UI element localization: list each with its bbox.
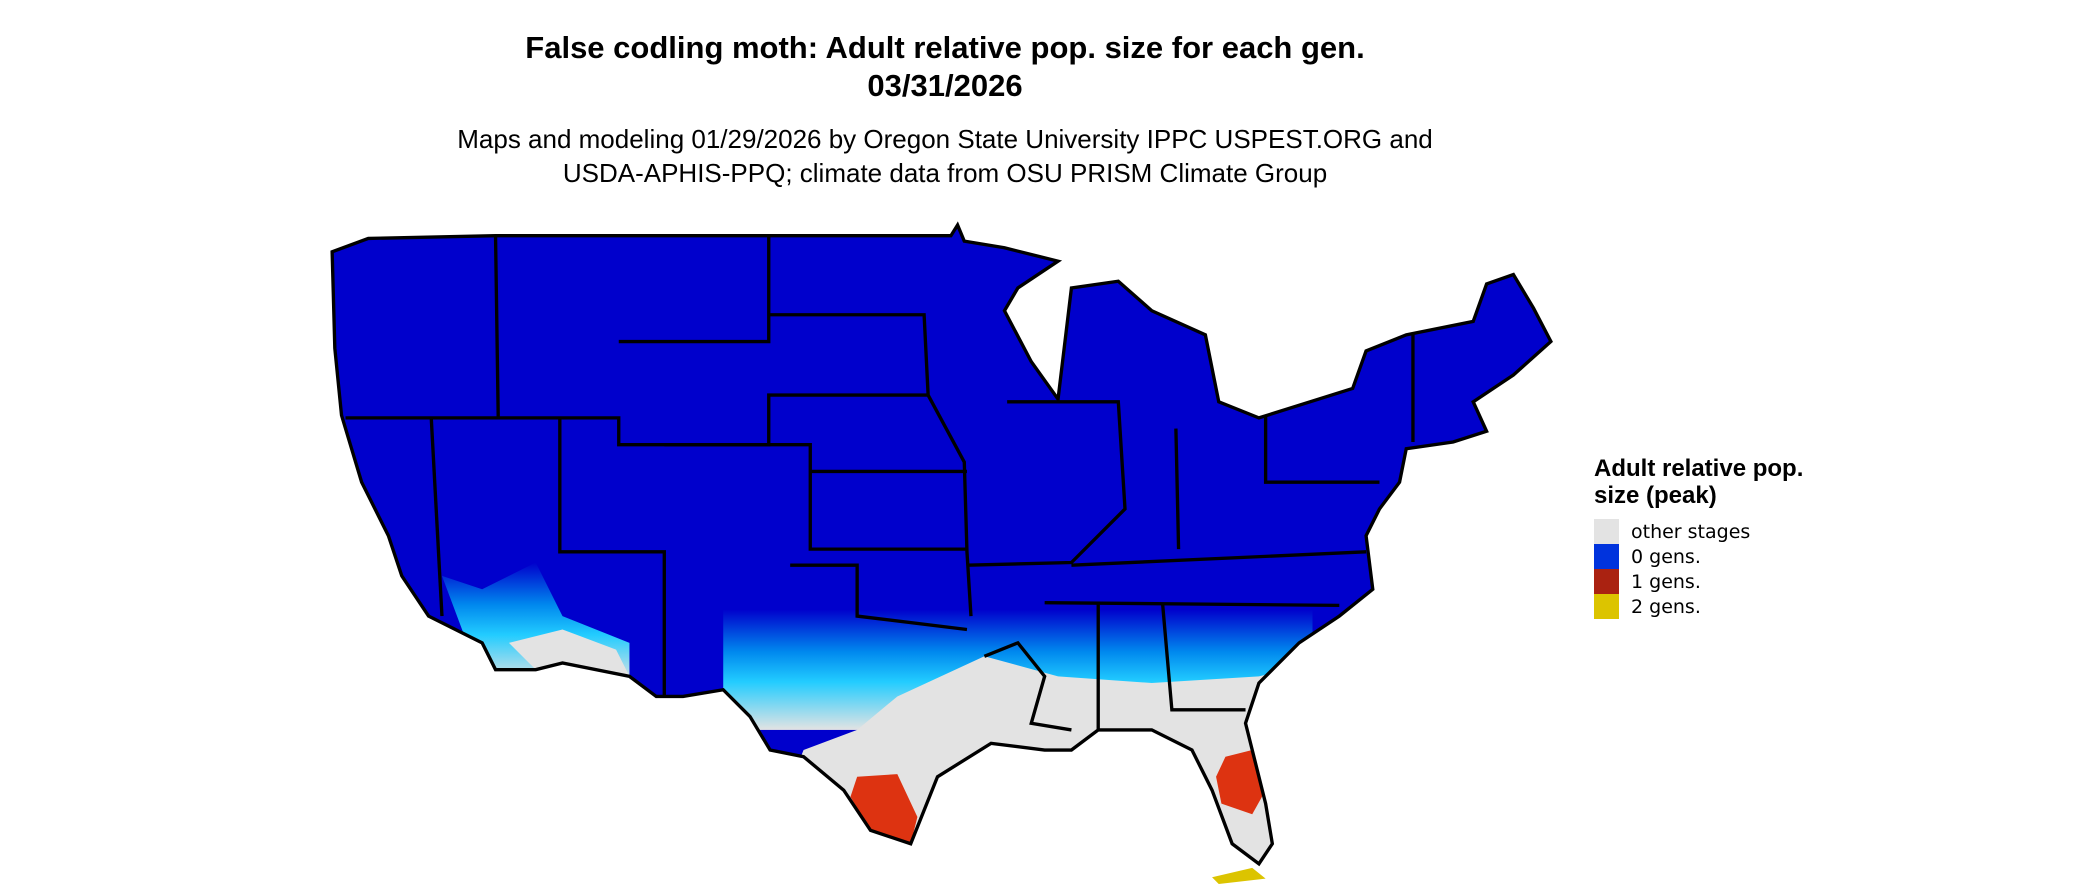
legend-swatch <box>1594 569 1619 594</box>
legend-item-other-stages: other stages <box>1594 519 1814 544</box>
legend-swatch <box>1594 594 1619 619</box>
state-boundaries <box>330 223 1553 866</box>
legend-item-0-gens: 0 gens. <box>1594 544 1814 569</box>
legend-item-2-gens: 2 gens. <box>1594 594 1814 619</box>
legend-swatch <box>1594 544 1619 569</box>
subtitle-line2: USDA-APHIS-PPQ; climate data from OSU PR… <box>562 158 1328 188</box>
date-title: 03/31/2026 <box>867 68 1023 103</box>
florida-one-gen-area <box>1216 750 1266 815</box>
legend-label: 2 gens. <box>1631 595 1701 618</box>
title: False codling moth: Adult relative pop. … <box>525 30 1365 65</box>
legend-title: Adult relative pop. size (peak) <box>1594 455 1804 509</box>
legend-label: other stages <box>1631 520 1751 543</box>
legend-item-1-gens: 1 gens. <box>1594 569 1814 594</box>
legend-label: 0 gens. <box>1631 545 1701 568</box>
two-gens-area <box>1212 867 1266 884</box>
texas-one-gen-area <box>850 774 918 844</box>
southwest-other-stages <box>508 629 630 677</box>
legend-label: 1 gens. <box>1631 570 1701 593</box>
legend: Adult relative pop. size (peak) other st… <box>1594 455 1814 619</box>
legend-swatch <box>1594 519 1619 544</box>
subtitle-line1: Maps and modeling 01/29/2026 by Oregon S… <box>457 124 1433 154</box>
